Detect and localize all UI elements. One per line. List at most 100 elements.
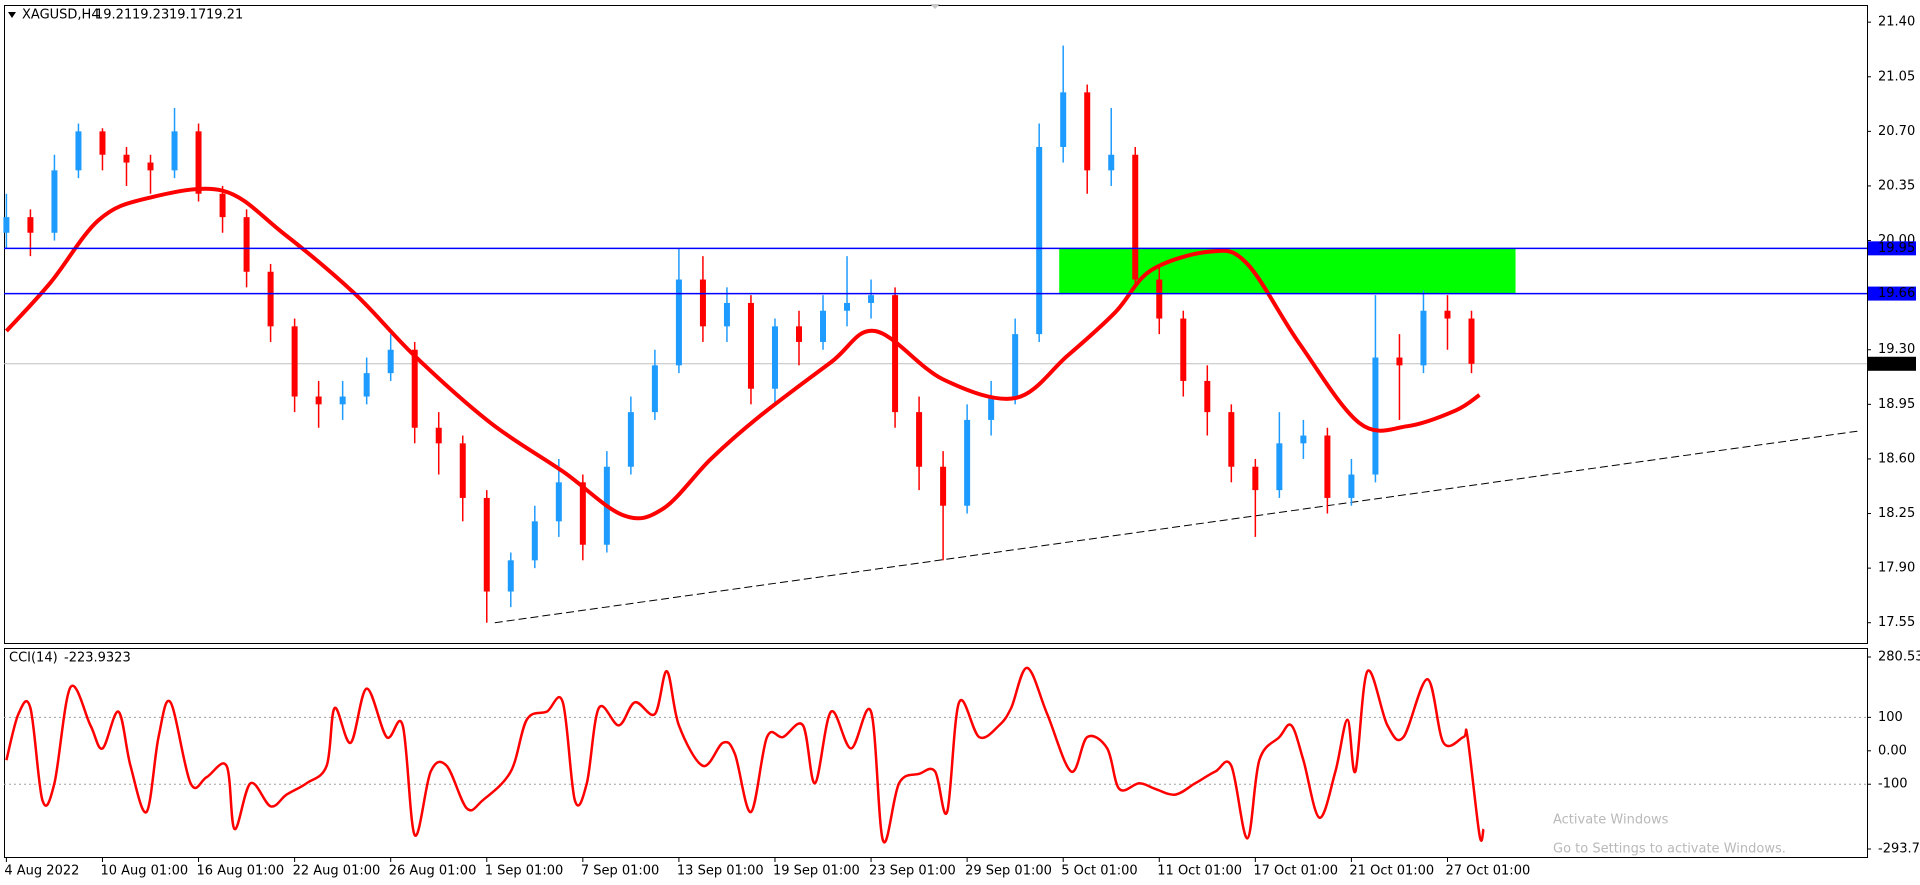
candle-body	[483, 497, 490, 592]
cci-last-value: -223.9323	[64, 651, 131, 666]
level-label-box	[1868, 286, 1916, 301]
candle-body	[1012, 334, 1019, 397]
candle-body	[1276, 443, 1283, 491]
cci-title: CCI(14)	[9, 651, 58, 666]
candle-body	[435, 427, 442, 444]
candle-body	[1108, 154, 1115, 171]
candle-body	[339, 396, 346, 405]
candle-body	[747, 302, 754, 389]
candle-body	[1468, 318, 1475, 364]
candle-body	[1348, 474, 1355, 498]
zone	[1059, 248, 1516, 294]
x-tick-label: 7 Sep 01:00	[581, 864, 660, 879]
cci-line	[5, 666, 1485, 844]
x-tick-label: 11 Oct 01:00	[1157, 864, 1242, 879]
candle-body	[1324, 435, 1331, 498]
scroll-marker	[930, 4, 940, 9]
x-tick-label: 21 Oct 01:00	[1349, 864, 1434, 879]
candle-body	[699, 279, 706, 327]
candle-body	[243, 217, 250, 272]
candle-body	[267, 271, 274, 327]
candle-body	[1372, 357, 1379, 475]
candle-body	[988, 396, 995, 420]
candle-body	[1420, 310, 1427, 366]
candle-body	[1180, 318, 1187, 381]
candle-body	[459, 443, 466, 498]
candle-body	[964, 419, 971, 506]
candle-body	[1300, 435, 1307, 444]
y-tick-label: 0.00	[1878, 743, 1907, 758]
candle-body	[868, 295, 875, 303]
x-tick-label: 4 Aug 2022	[4, 864, 79, 879]
candle-body	[51, 170, 58, 233]
watermark-title: Activate Windows	[1553, 813, 1669, 828]
candle-body	[147, 162, 154, 171]
candle-body	[27, 217, 34, 233]
candle-body	[555, 482, 562, 522]
y-tick-label: 18.25	[1878, 506, 1915, 521]
candle-body	[1204, 380, 1211, 413]
candle-body	[531, 521, 538, 561]
candle-body	[411, 349, 418, 428]
candle-body	[1132, 154, 1139, 280]
y-tick-label: 21.05	[1878, 69, 1915, 84]
x-tick-label: 27 Oct 01:00	[1445, 864, 1530, 879]
level-label: 19.66	[1878, 286, 1915, 301]
candle-body	[892, 295, 899, 413]
candle-body	[771, 326, 778, 389]
symbol-title: XAGUSD,H4	[22, 8, 100, 23]
quote-open: 19.21	[95, 8, 132, 23]
y-tick-label: 17.55	[1878, 615, 1915, 630]
candle-body	[651, 365, 658, 413]
x-tick-label: 16 Aug 01:00	[197, 864, 285, 879]
header: XAGUSD,H4 19.21 19.23 19.17 19.21 CCI(14…	[9, 8, 243, 666]
x-tick-label: 10 Aug 01:00	[100, 864, 188, 879]
candle-body	[123, 154, 130, 163]
y-tick-label: -100	[1878, 777, 1908, 792]
x-tick-label: 22 Aug 01:00	[293, 864, 381, 879]
x-tick-label: 5 Oct 01:00	[1061, 864, 1137, 879]
candle-body	[1396, 357, 1403, 366]
x-tick-label: 17 Oct 01:00	[1253, 864, 1338, 879]
y-tick-label: 21.40	[1878, 15, 1915, 30]
candle-body	[1060, 92, 1067, 147]
plot-layer: 21.4021.0520.7020.3520.0019.3018.9518.60…	[3, 15, 1920, 879]
x-tick-label: 13 Sep 01:00	[677, 864, 764, 879]
y-tick-label: 17.90	[1878, 561, 1915, 576]
price-label-box	[1868, 356, 1916, 371]
candle-body	[916, 412, 923, 467]
candle-body	[820, 310, 827, 342]
candle-body	[795, 326, 802, 342]
candle-body	[363, 373, 370, 397]
candle-body	[1444, 310, 1451, 319]
quote-high: 19.23	[132, 8, 169, 23]
trendline	[494, 430, 1860, 624]
y-tick-label: -293.733	[1878, 842, 1920, 857]
y-tick-label: 280.539	[1878, 650, 1920, 665]
x-tick-label: 1 Sep 01:00	[485, 864, 564, 879]
candle-body	[940, 466, 947, 506]
candle-body	[1252, 466, 1259, 491]
x-tick-label: 26 Aug 01:00	[389, 864, 477, 879]
y-tick-label: 20.70	[1878, 124, 1915, 139]
y-tick-label: 20.35	[1878, 178, 1915, 193]
candle-body	[1084, 92, 1091, 171]
candle-body	[675, 279, 682, 366]
level-label-box	[1868, 241, 1916, 256]
cci-frame	[4, 648, 1868, 858]
candle-body	[723, 302, 730, 327]
candle-body	[579, 482, 586, 545]
candle-body	[99, 131, 106, 155]
watermark-subtitle: Go to Settings to activate Windows.	[1553, 842, 1786, 857]
candle-body	[387, 349, 394, 374]
level-label: 19.95	[1878, 241, 1915, 256]
candle-body	[844, 302, 851, 311]
candle-body	[1036, 146, 1043, 335]
candle-body	[195, 131, 202, 194]
x-tick-label: 29 Sep 01:00	[965, 864, 1052, 879]
candle-body	[315, 396, 322, 405]
y-tick-label: 100	[1878, 710, 1903, 725]
candle-body	[627, 412, 634, 467]
